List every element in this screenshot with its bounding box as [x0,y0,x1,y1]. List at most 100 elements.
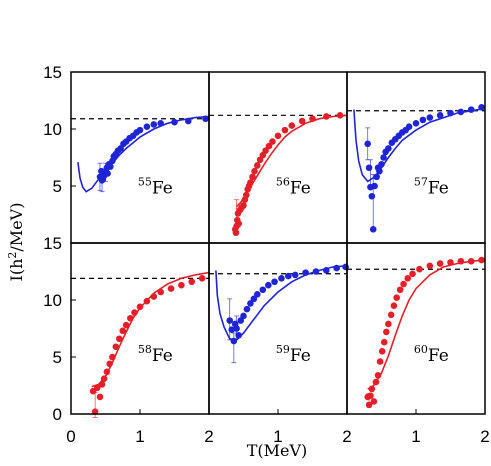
data-point [243,305,251,313]
y-axis-label-suffix: /MeV) [7,203,26,252]
data-point [235,332,242,339]
data-point [336,112,344,119]
y-axis-label-prefix: I(h [7,259,26,282]
data-point [242,191,250,199]
data-point [100,375,108,382]
theory-curve [353,107,485,183]
data-point [249,173,256,181]
x-tick-label: 1 [135,427,144,446]
data-point [136,303,144,311]
data-point [371,182,378,190]
data-point [240,202,247,209]
data-point [96,393,104,401]
x-tick-label: 2 [342,427,351,446]
data-point [298,117,306,125]
data-point [143,123,151,131]
data-point [157,120,164,127]
data-point [291,271,299,279]
data-point [323,113,330,120]
data-point [150,121,158,128]
isotope-label: 58Fe [138,343,173,366]
data-point [104,170,111,177]
data-point [387,311,395,319]
data-point [478,104,485,111]
theory-curve [91,271,209,388]
data-point [390,302,398,310]
isotope-element: Fe [428,346,449,366]
data-point [436,112,444,119]
data-point [376,358,384,365]
data-point [198,275,206,282]
data-point [235,220,242,227]
tick-labels: 5 10 15 0 5 10 15 0 1 2 1 2 1 2 [43,63,490,446]
data-point [372,378,380,386]
y-axis-label: I(h2/MeV) [6,203,26,282]
data-point [309,115,316,123]
data-point [404,275,412,282]
svg-text:I(h2/MeV): I(h2/MeV) [6,203,26,282]
data-point [107,163,114,170]
data-point [240,312,247,320]
data-point [419,116,427,124]
data-point [271,278,278,286]
data-point [233,325,240,332]
data-point [436,260,444,267]
isotope-label: 57Fe [414,175,449,198]
data-point [285,272,292,280]
isotope-element: Fe [290,178,311,198]
x-tick-label: 0 [66,427,75,446]
data-point [232,229,240,237]
data-point [136,126,144,134]
data-point [312,268,320,275]
data-point [150,293,158,300]
data-point [265,281,272,289]
data-point [171,118,178,126]
data-point [116,335,123,343]
data-point [230,337,238,345]
x-axis-label: T(MeV) [247,441,308,460]
data-point [119,327,127,335]
theory-curve [215,265,347,341]
data-point [368,192,376,200]
y-tick-label: 10 [43,120,62,139]
data-point [109,353,116,361]
isotope-label: 60Fe [414,343,449,366]
data-point [278,275,285,282]
data-point [281,126,289,134]
panel-56Fe: 56Fe [208,71,348,244]
data-point [396,286,404,294]
data-point [385,145,392,152]
data-point [378,161,385,168]
data-point [269,138,276,145]
data-point [478,256,485,264]
isotope-mass: 60 [414,343,428,356]
data-point [98,381,106,388]
data-point [262,147,269,154]
data-point [409,270,416,278]
data-point [127,314,134,322]
data-point [185,117,192,125]
y-tick-label: 15 [43,63,62,82]
y-tick-label: 5 [53,348,62,367]
data-point [131,309,138,316]
data-point [373,173,380,181]
panel-60Fe: 60Fe [346,242,486,415]
data-point [369,226,377,233]
isotope-element: Fe [152,346,173,366]
data-point [253,162,261,169]
data-point [378,348,386,355]
data-point [383,328,390,336]
isotope-label: 55Fe [138,175,173,198]
data-point [457,108,465,116]
data-point [202,115,209,123]
data-point [178,281,185,289]
data-point [288,122,296,129]
data-point [368,385,376,393]
data-point [112,343,120,351]
data-point [416,265,423,273]
y-tick-label: 10 [43,291,62,310]
isotope-label: 59Fe [276,343,311,366]
data-point [447,259,454,266]
